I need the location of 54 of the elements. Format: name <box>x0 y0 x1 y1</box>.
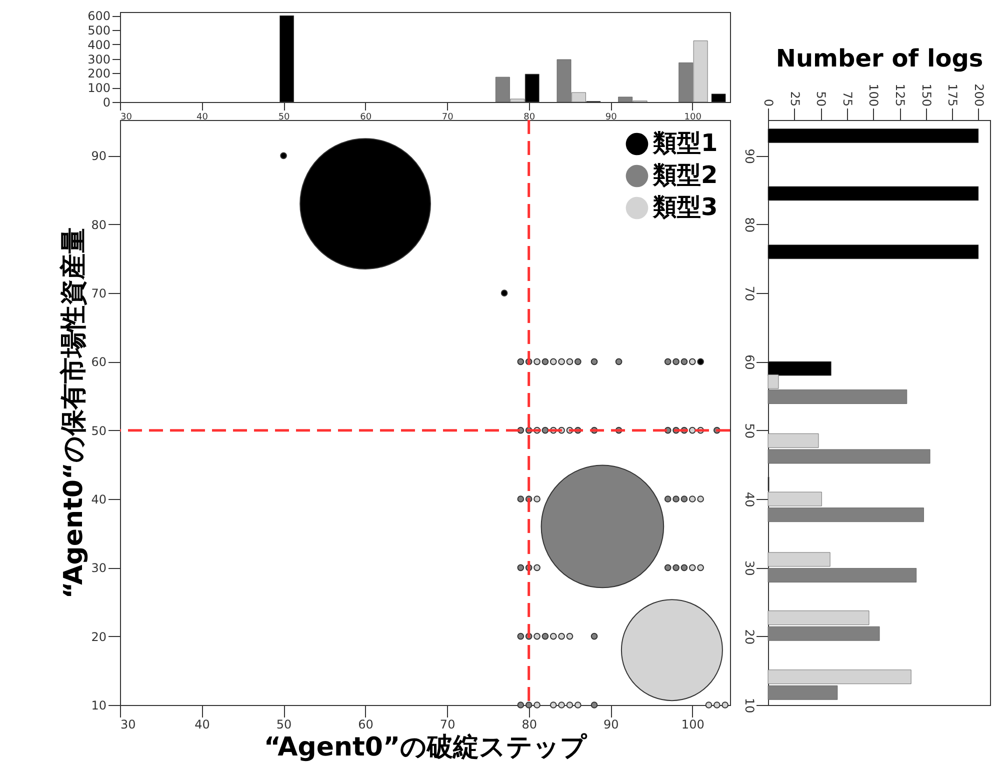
x-tick-label: 100 <box>866 84 881 106</box>
y-tick-label: 200 <box>88 66 110 81</box>
x-tick-label: 60 <box>360 112 372 122</box>
x-tick-label: 50 <box>276 718 292 732</box>
y-tick-label: 90 <box>91 149 106 164</box>
y-tick-label: 90 <box>742 148 756 164</box>
x-tick-label: 200 <box>972 84 986 106</box>
y-tick-label: 70 <box>742 286 756 302</box>
x-tick-label: 30 <box>120 718 136 732</box>
y-tick-label: 60 <box>742 354 756 370</box>
x-tick-label: 70 <box>442 112 454 122</box>
x-tick-label: 80 <box>524 112 536 122</box>
y-tick-label: 30 <box>91 561 106 576</box>
y-tick-label: 60 <box>91 355 106 370</box>
x-tick-label: 125 <box>893 84 908 106</box>
x-tick-label: 175 <box>946 84 960 106</box>
y-tick-label: 300 <box>88 52 110 66</box>
x-tick-label: 90 <box>605 112 618 122</box>
y-tick-label: 20 <box>91 630 106 644</box>
x-tick-label: 50 <box>278 112 290 122</box>
y-tick-label: 20 <box>742 629 756 644</box>
y-tick-label: 50 <box>742 423 756 438</box>
y-tick-label: 600 <box>88 9 110 24</box>
legend-label: 類型3 <box>652 193 718 221</box>
x-tick-label: 70 <box>440 718 456 732</box>
legend-label: 類型2 <box>652 161 718 189</box>
x-tick-label: 100 <box>681 718 704 732</box>
y-tick-label: 50 <box>91 424 106 438</box>
x-axis-title: Number of logs <box>776 44 984 73</box>
x-tick-label: 75 <box>840 91 854 106</box>
y-tick-label: 80 <box>742 217 756 233</box>
y-tick-label: 40 <box>91 492 106 507</box>
x-tick-label: 90 <box>603 718 619 732</box>
x-tick-label: 50 <box>814 91 828 106</box>
y-tick-label: 500 <box>88 24 110 38</box>
x-tick-label: 25 <box>788 91 802 106</box>
y-tick-label: 40 <box>742 492 756 508</box>
y-tick-label: 400 <box>88 38 110 52</box>
x-tick-label: 100 <box>684 112 702 122</box>
y-tick-label: 70 <box>91 286 106 301</box>
x-tick-label: 30 <box>120 112 132 122</box>
x-tick-label: 80 <box>522 718 537 732</box>
x-tick-label: 40 <box>196 112 208 122</box>
y-tick-label: 10 <box>91 698 106 712</box>
y-tick-label: 30 <box>742 560 756 576</box>
x-tick-label: 0 <box>762 98 776 106</box>
y-tick-label: 80 <box>91 218 106 232</box>
x-tick-label: 150 <box>919 84 934 106</box>
legend-label: 類型1 <box>652 129 718 157</box>
y-tick-label: 10 <box>742 698 756 714</box>
x-axis-title: “Agent0”の破綻ステップ <box>264 732 588 762</box>
x-tick-label: 60 <box>358 718 374 732</box>
y-axis-title: “Agent0“の保有市場性資産量 <box>59 227 90 599</box>
x-tick-label: 40 <box>194 718 210 732</box>
